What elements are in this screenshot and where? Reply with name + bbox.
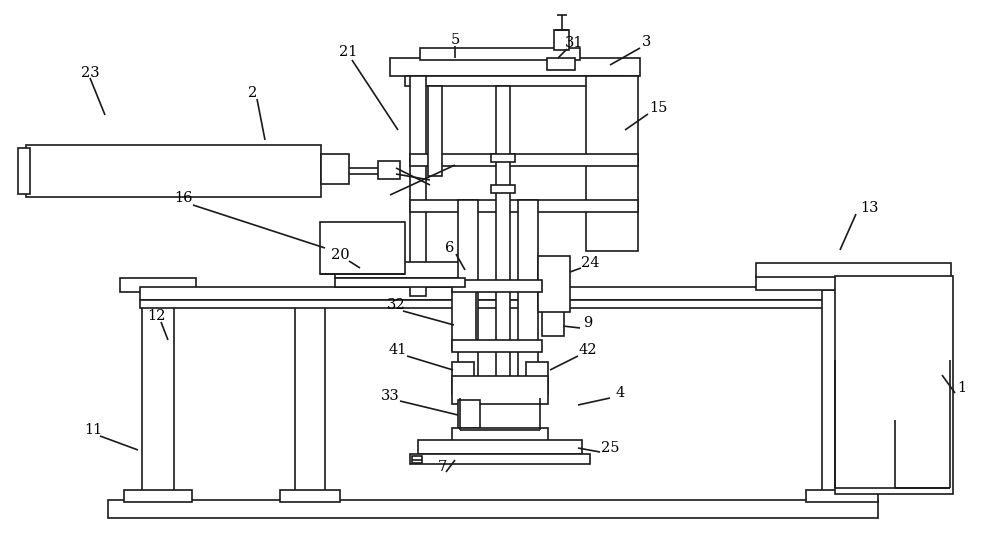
Bar [526, 362, 548, 394]
Bar [458, 200, 478, 380]
Text: 25: 25 [601, 441, 619, 455]
Bar [108, 500, 878, 518]
Bar [491, 185, 515, 193]
Bar [26, 145, 321, 197]
Bar [822, 290, 856, 500]
Bar [335, 278, 465, 287]
Bar [806, 490, 878, 502]
Bar [452, 340, 542, 352]
Bar [140, 287, 826, 300]
Bar [142, 290, 174, 500]
Bar [491, 154, 515, 162]
Bar [18, 148, 30, 194]
Bar [418, 440, 582, 454]
Bar [542, 310, 564, 336]
Text: 20: 20 [331, 248, 349, 262]
Text: 21: 21 [339, 45, 357, 59]
Bar [320, 222, 405, 274]
Text: 15: 15 [649, 101, 667, 115]
Bar [390, 58, 640, 76]
Text: 32: 32 [387, 298, 405, 312]
Bar [452, 362, 474, 394]
Bar [452, 428, 548, 442]
Bar [756, 263, 951, 277]
Text: 1: 1 [957, 381, 967, 395]
Text: 24: 24 [581, 256, 599, 270]
Bar [378, 161, 400, 179]
Bar [412, 456, 422, 463]
Bar [452, 376, 548, 404]
Bar [458, 400, 480, 428]
Bar [410, 76, 426, 296]
Bar [518, 200, 538, 380]
Bar [124, 490, 192, 502]
Text: 9: 9 [583, 316, 593, 330]
Text: 4: 4 [615, 386, 625, 400]
Bar [547, 58, 575, 70]
Text: 3: 3 [642, 35, 652, 49]
Bar [452, 280, 542, 292]
Text: 16: 16 [174, 191, 192, 205]
Bar [321, 154, 349, 184]
Text: 23: 23 [81, 66, 99, 80]
Text: 31: 31 [565, 36, 583, 50]
Bar [295, 290, 325, 500]
Text: 13: 13 [861, 201, 879, 215]
Text: 6: 6 [445, 241, 455, 255]
Bar [835, 276, 953, 494]
Text: 41: 41 [389, 343, 407, 357]
Bar [120, 278, 196, 292]
Bar [410, 200, 638, 212]
Bar [756, 276, 856, 290]
Bar [452, 290, 476, 350]
Bar [428, 86, 442, 176]
Bar [410, 154, 638, 166]
Bar [554, 30, 569, 50]
Text: 42: 42 [579, 343, 597, 357]
Bar [410, 454, 590, 464]
Bar [140, 300, 826, 308]
Text: 11: 11 [84, 423, 102, 437]
Bar [538, 256, 570, 312]
Bar [496, 86, 510, 396]
Bar [335, 262, 465, 278]
Bar [280, 490, 340, 502]
Text: 7: 7 [437, 460, 447, 474]
Text: 5: 5 [450, 33, 460, 47]
Bar [405, 76, 625, 86]
Bar [586, 76, 638, 251]
Text: 12: 12 [147, 309, 165, 323]
Bar [420, 48, 580, 60]
Text: 33: 33 [381, 389, 399, 403]
Text: 2: 2 [248, 86, 258, 100]
